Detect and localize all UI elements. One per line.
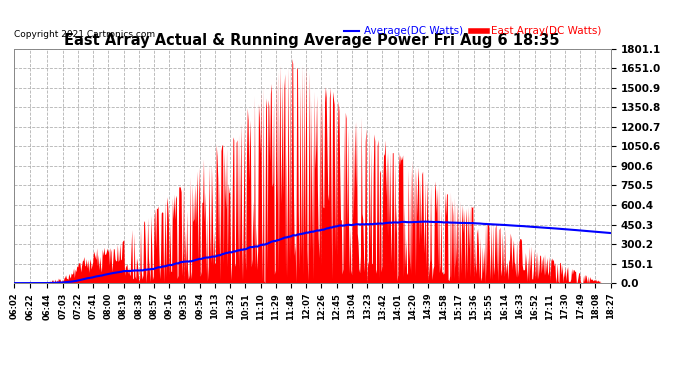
Text: Copyright 2021 Cartronics.com: Copyright 2021 Cartronics.com [14, 30, 155, 39]
Legend: Average(DC Watts), East Array(DC Watts): Average(DC Watts), East Array(DC Watts) [339, 22, 605, 40]
Title: East Array Actual & Running Average Power Fri Aug 6 18:35: East Array Actual & Running Average Powe… [64, 33, 560, 48]
